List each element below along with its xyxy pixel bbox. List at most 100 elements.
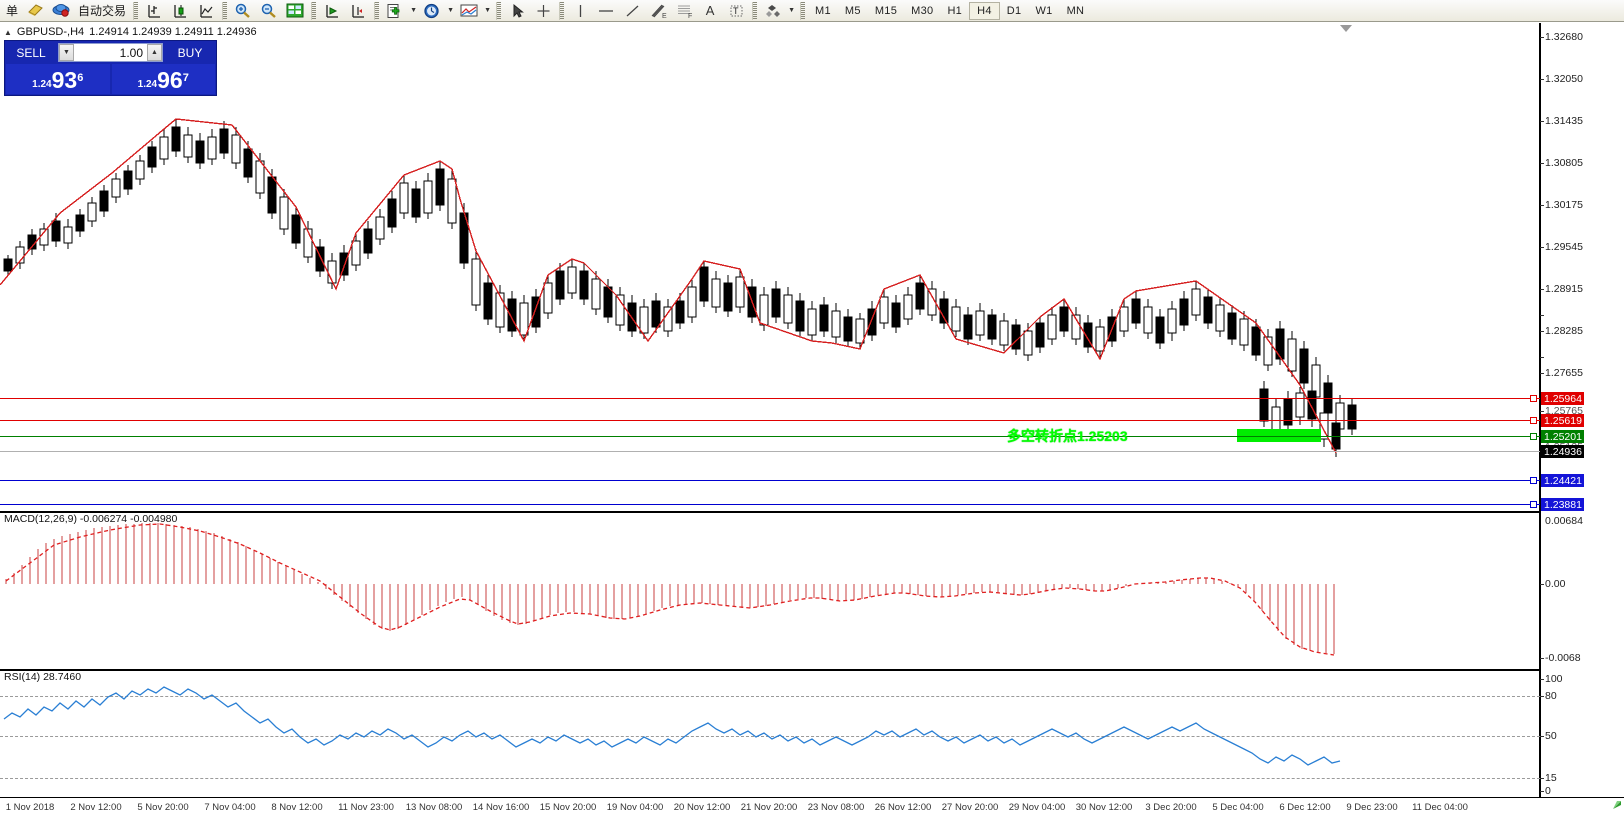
price-tick-8: 1.27655 xyxy=(1545,367,1583,379)
level-tag-resistance-2: 1.25619 xyxy=(1541,414,1584,427)
rsi-tick-0: 100 xyxy=(1545,673,1563,685)
level-handle-pivot[interactable] xyxy=(1530,433,1537,440)
time-label: 3 Dec 20:00 xyxy=(1145,802,1197,813)
objects-dropdown-icon[interactable]: ▼ xyxy=(788,7,795,14)
level-line-support-2[interactable] xyxy=(0,504,1540,505)
timeframe-w1[interactable]: W1 xyxy=(1035,4,1053,17)
rsi-tick-4: 0 xyxy=(1545,785,1551,797)
volume-stepper[interactable]: ▼ 1.00 ▲ xyxy=(58,43,163,62)
objects-icon[interactable] xyxy=(760,1,786,21)
pivot-annotation-text[interactable]: 多空转折点1.25203 xyxy=(1007,428,1128,444)
crosshair-icon[interactable] xyxy=(530,1,556,21)
timeframe-m15[interactable]: M15 xyxy=(874,4,898,17)
level-line-pivot[interactable] xyxy=(0,436,1540,437)
price-tick-6: 1.28915 xyxy=(1545,283,1583,295)
sell-button[interactable]: 1.24 93 6 xyxy=(6,64,110,94)
volume-decrement-icon[interactable]: ▼ xyxy=(59,44,74,61)
level-handle-support-2[interactable] xyxy=(1530,501,1537,508)
rsi-level-80 xyxy=(0,696,1540,697)
time-label: 1 Nov 2018 xyxy=(5,802,55,813)
equidistant-channel-icon[interactable]: E xyxy=(645,1,671,21)
level-handle-support-1[interactable] xyxy=(1530,477,1537,484)
collapse-icon[interactable]: ▲ xyxy=(4,27,12,37)
volume-increment-icon[interactable]: ▲ xyxy=(147,44,162,61)
time-label: 6 Dec 12:00 xyxy=(1279,802,1331,813)
svg-text:T: T xyxy=(733,6,739,16)
buy-price-prefix: 1.24 xyxy=(137,79,158,90)
pivot-highlight-box xyxy=(1237,429,1321,442)
price-tick-0: 1.32680 xyxy=(1545,31,1583,43)
fibonacci-icon[interactable]: F xyxy=(671,1,697,21)
chart-scroll-marker[interactable] xyxy=(1340,25,1352,33)
timeframe-m30[interactable]: M30 xyxy=(911,4,934,17)
candlestick-chart-icon[interactable] xyxy=(167,1,193,21)
expert-advisor-icon[interactable] xyxy=(48,1,74,21)
level-line-resistance-2[interactable] xyxy=(0,420,1540,421)
one-click-top-row: SELL ▼ 1.00 ▲ BUY xyxy=(5,41,216,64)
timeframe-h4[interactable]: H4 xyxy=(969,1,1000,20)
scroll-up-icon[interactable] xyxy=(1611,799,1623,811)
macd-label: MACD(12,26,9) -0.006274 -0.004980 xyxy=(4,513,178,525)
time-label: 13 Nov 08:00 xyxy=(405,802,463,813)
time-label: 11 Dec 04:00 xyxy=(1412,802,1468,813)
new-order-icon[interactable] xyxy=(382,1,408,21)
macd-tick-0: 0.00684 xyxy=(1545,515,1583,527)
bar-chart-icon[interactable] xyxy=(141,1,167,21)
data-window-icon[interactable] xyxy=(282,1,308,21)
level-handle-resistance-2[interactable] xyxy=(1530,417,1537,424)
text-label-icon[interactable]: T xyxy=(723,1,749,21)
level-tag-support-2: 1.23881 xyxy=(1541,498,1584,511)
rsi-level-50 xyxy=(0,736,1540,737)
time-label: 29 Nov 04:00 xyxy=(1008,802,1066,813)
sell-price-fraction: 6 xyxy=(77,72,84,84)
zoom-in-icon[interactable] xyxy=(230,1,256,21)
buy-button[interactable]: 1.24 96 7 xyxy=(111,64,215,94)
time-label: 2 Nov 12:00 xyxy=(70,802,122,813)
timeframe-mn[interactable]: MN xyxy=(1066,4,1085,17)
order-label[interactable]: 单 xyxy=(6,4,19,18)
cursor-icon[interactable] xyxy=(504,1,530,21)
period-icon[interactable] xyxy=(419,1,445,21)
timeframe-h1[interactable]: H1 xyxy=(947,4,963,17)
horizontal-line-icon[interactable] xyxy=(593,1,619,21)
level-line-support-1[interactable] xyxy=(0,480,1540,481)
volume-value[interactable]: 1.00 xyxy=(119,46,143,60)
toolbar-separator xyxy=(752,1,758,20)
trendline-icon[interactable] xyxy=(619,1,645,21)
vertical-line-icon[interactable] xyxy=(567,1,593,21)
toolbar-separator xyxy=(800,1,806,20)
toolbar-separator xyxy=(311,1,317,20)
rsi-tick-2: 50 xyxy=(1545,730,1557,742)
time-label: 14 Nov 16:00 xyxy=(472,802,530,813)
one-click-trading-panel[interactable]: SELL ▼ 1.00 ▲ BUY 1.24 93 6 1.24 96 7 xyxy=(4,40,217,96)
svg-text:E: E xyxy=(662,13,667,19)
symbol-info-bar: ▲ GBPUSD-,H4 1.24914 1.24939 1.24911 1.2… xyxy=(4,26,257,38)
history-icon[interactable] xyxy=(22,1,48,21)
time-label: 15 Nov 20:00 xyxy=(539,802,597,813)
timeframe-d1[interactable]: D1 xyxy=(1006,4,1022,17)
text-icon[interactable]: A xyxy=(705,3,715,18)
line-chart-icon[interactable] xyxy=(193,1,219,21)
time-label: 9 Dec 23:00 xyxy=(1346,802,1398,813)
auto-scroll-icon[interactable] xyxy=(345,1,371,21)
chart-shift-icon[interactable] xyxy=(319,1,345,21)
main-toolbar: 单 自动交易 xyxy=(0,0,1624,22)
symbol-ohlc: 1.24914 1.24939 1.24911 1.24936 xyxy=(89,26,257,38)
time-label: 21 Nov 20:00 xyxy=(740,802,798,813)
price-scale-divider xyxy=(1539,23,1541,797)
indicator-icon[interactable] xyxy=(456,1,482,21)
time-label: 26 Nov 12:00 xyxy=(874,802,932,813)
svg-text:F: F xyxy=(688,13,692,19)
chart-area[interactable]: ▲ GBPUSD-,H4 1.24914 1.24939 1.24911 1.2… xyxy=(0,22,1624,818)
rsi-tick-3: 15 xyxy=(1545,772,1557,784)
level-line-resistance-1[interactable] xyxy=(0,398,1540,399)
zoom-out-icon[interactable] xyxy=(256,1,282,21)
period-dropdown-icon[interactable]: ▼ xyxy=(447,7,454,14)
level-tag-pivot: 1.25201 xyxy=(1541,430,1584,443)
timeframe-m1[interactable]: M1 xyxy=(815,4,831,17)
level-handle-resistance-1[interactable] xyxy=(1530,395,1537,402)
autotrading-label[interactable]: 自动交易 xyxy=(78,4,127,18)
indicator-dropdown-icon[interactable]: ▼ xyxy=(484,7,491,14)
timeframe-m5[interactable]: M5 xyxy=(844,4,861,17)
new-order-dropdown-icon[interactable]: ▼ xyxy=(410,7,417,14)
